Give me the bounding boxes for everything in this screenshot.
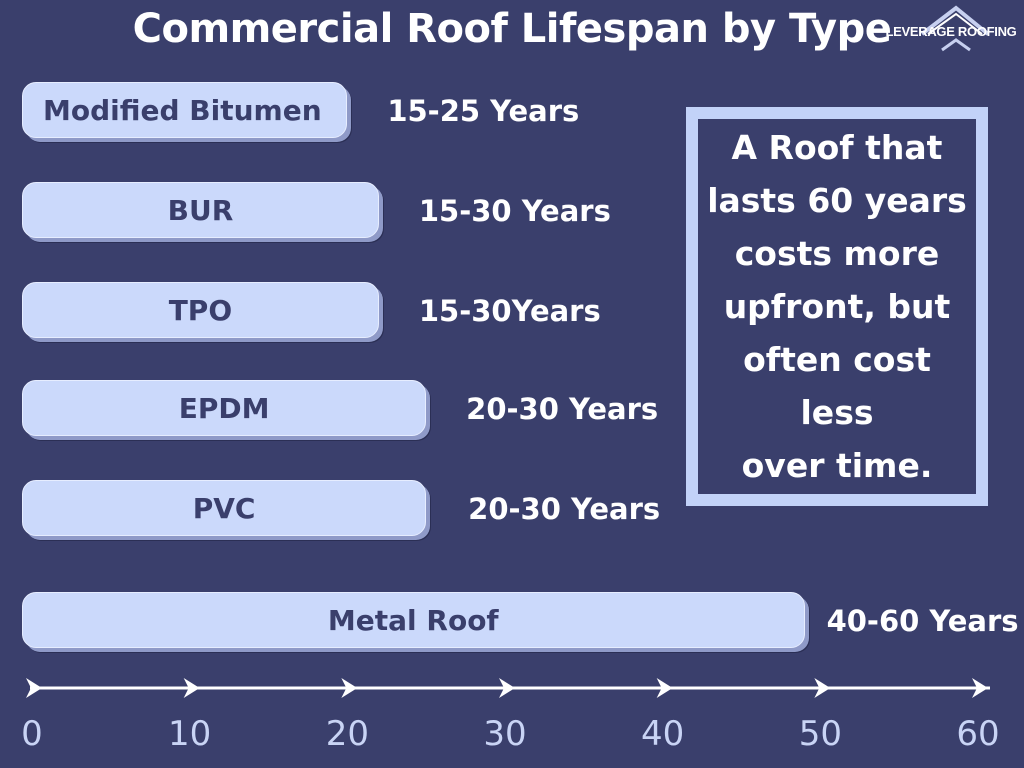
note-box: A Roof that lasts 60 years costs more up… bbox=[686, 107, 988, 506]
note-inner: A Roof that lasts 60 years costs more up… bbox=[698, 119, 976, 494]
bar-epdm: EPDM bbox=[22, 380, 427, 436]
axis-arrow-marker bbox=[972, 678, 988, 698]
bar-value-label: 15-25 Years bbox=[387, 94, 580, 128]
x-tick-label: 20 bbox=[325, 714, 369, 754]
x-tick-label: 60 bbox=[956, 714, 1000, 754]
logo-text: LEVERAGE ROOFING bbox=[885, 24, 1017, 39]
axis-arrow-marker bbox=[814, 678, 831, 698]
x-tick-label: 50 bbox=[798, 714, 842, 754]
axis-arrow-marker bbox=[341, 678, 358, 698]
brand-logo: LEVERAGE ROOFING bbox=[884, 4, 1018, 58]
note-line: lasts 60 years bbox=[707, 181, 967, 220]
bar-bur: BUR bbox=[22, 182, 379, 238]
x-axis bbox=[26, 678, 990, 698]
chart-title: Commercial Roof Lifespan by Type bbox=[132, 6, 892, 52]
axis-arrow-marker bbox=[183, 678, 200, 698]
bar-value-label: 15-30Years bbox=[418, 294, 601, 328]
bar-modified-bitumen: Modified Bitumen bbox=[22, 82, 348, 138]
x-tick-label: 10 bbox=[168, 714, 212, 754]
roof-logo-icon bbox=[920, 5, 990, 52]
x-tick-label: 40 bbox=[641, 714, 685, 754]
bar-tpo: TPO bbox=[22, 282, 379, 338]
note-text: A Roof that lasts 60 years costs more up… bbox=[707, 121, 967, 492]
bar-value-label: 40-60 Years bbox=[826, 604, 1019, 638]
note-line: often cost less bbox=[743, 340, 931, 432]
x-tick-label: 0 bbox=[21, 714, 43, 754]
note-line: costs more bbox=[734, 234, 940, 273]
axis-arrow-marker bbox=[656, 678, 673, 698]
bar-metal-roof: Metal Roof bbox=[22, 592, 805, 648]
axis-arrow-marker bbox=[499, 678, 515, 698]
bar-value-label: 20-30 Years bbox=[468, 492, 661, 526]
note-line: upfront, but bbox=[723, 287, 951, 326]
bar-value-label: 15-30 Years bbox=[418, 194, 611, 228]
axis-arrow-marker bbox=[26, 678, 42, 698]
bar-pvc: PVC bbox=[22, 480, 427, 536]
x-tick-label: 30 bbox=[483, 714, 527, 754]
bar-value-label: 20-30 Years bbox=[466, 392, 659, 426]
note-line: over time. bbox=[741, 446, 933, 485]
note-line: A Roof that bbox=[731, 128, 943, 167]
